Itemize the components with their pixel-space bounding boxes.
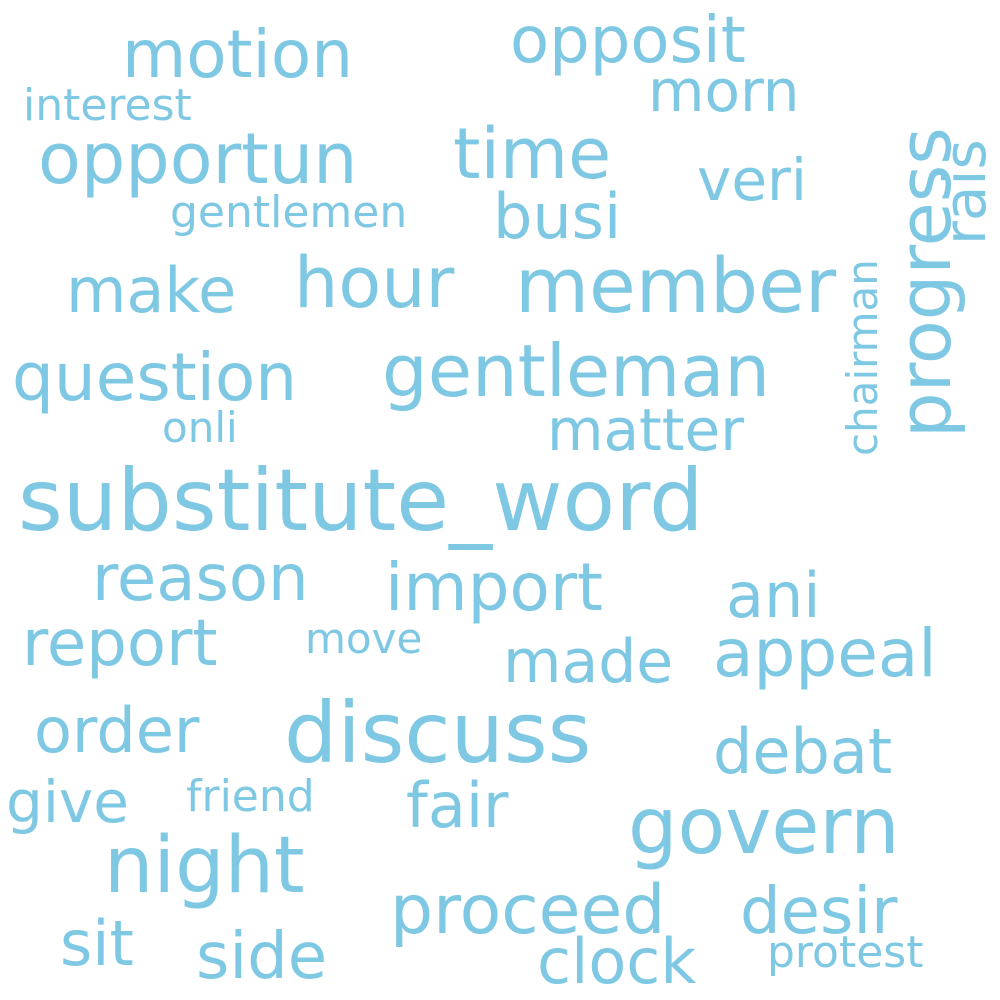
word-motion: motion [122,16,353,93]
word-govern: govern [628,782,900,872]
word-hour: hour [294,242,455,324]
word-gentleman: gentleman [382,329,770,413]
word-ani: ani [726,559,821,632]
word-made: made [503,627,673,697]
word-night: night [104,821,305,911]
word-veri: veri [697,146,807,214]
word-morn: morn [648,57,800,125]
word-friend: friend [186,771,315,822]
word-progress: progress [883,127,967,438]
word-reason: reason [92,542,309,616]
word-busi: busi [493,180,621,253]
word-opposit: opposit [510,4,746,78]
word-desir: desir [740,875,898,949]
word-opportun: opportun [38,118,357,200]
word-import: import [385,549,603,626]
word-substitute-word: substitute_word [18,451,704,551]
word-chairman: chairman [838,259,887,456]
word-give: give [6,768,129,836]
word-gentlemen: gentlemen [170,187,407,238]
word-sit: sit [60,907,134,980]
word-question: question [12,339,297,416]
word-clock: clock [537,925,696,998]
word-proceed: proceed [390,871,665,950]
word-onli: onli [162,403,238,452]
word-debat: debat [713,715,892,788]
word-make: make [66,254,236,327]
word-protest: protest [767,927,923,978]
word-discuss: discuss [284,684,591,782]
word-order: order [34,694,200,767]
word-side: side [196,920,327,994]
word-member: member [515,241,837,330]
word-appeal: appeal [713,615,937,692]
word-fair: fair [406,769,509,842]
word-matter: matter [547,396,744,464]
word-interest: interest [23,80,192,131]
word-time: time [453,113,611,195]
word-move: move [305,614,422,663]
word-report: report [22,607,217,681]
word-rais: rais [931,139,999,245]
